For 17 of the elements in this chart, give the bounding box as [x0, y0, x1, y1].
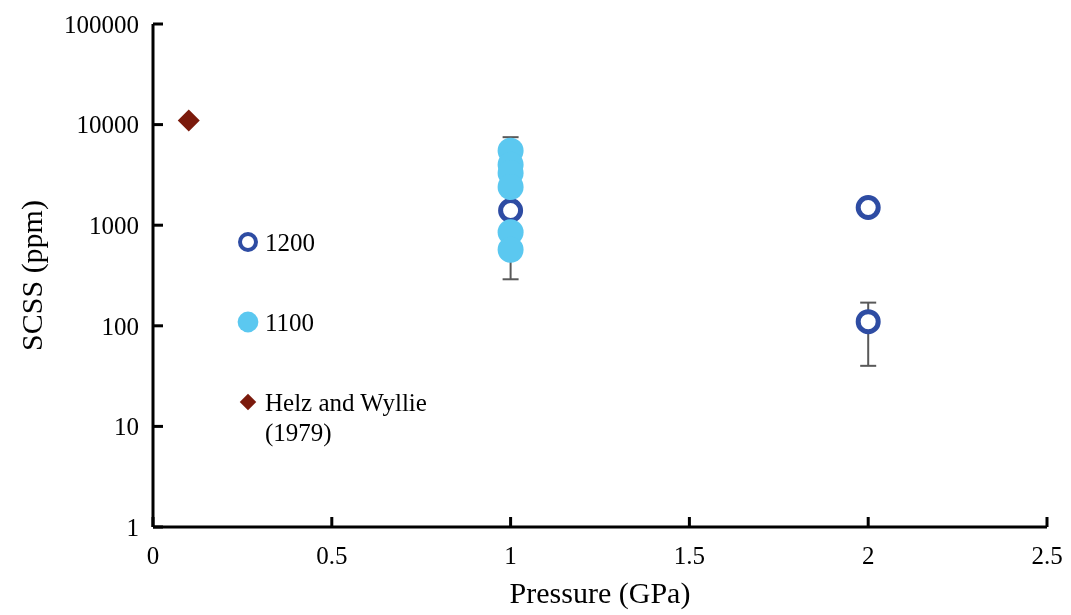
legend-label: 1200 [265, 228, 315, 256]
y-tick-label: 1000 [89, 211, 139, 239]
y-tick-label: 1 [126, 513, 139, 541]
legend-label: 1100 [265, 308, 315, 336]
x-axis-title: Pressure (GPa) [509, 576, 691, 610]
x-tick-label: 2.5 [1031, 542, 1063, 569]
legend-label: Helz and Wyllie (1979) [265, 388, 427, 447]
y-tick-label: 100000 [64, 10, 139, 38]
y-tick-label: 100 [101, 312, 139, 340]
x-tick-label: 1.5 [673, 542, 706, 569]
y-tick-label: 10 [114, 413, 139, 441]
x-tick-label: 0.5 [316, 542, 348, 569]
x-tick-label: 0 [146, 542, 160, 569]
x-tick-label: 2 [861, 542, 875, 569]
y-tick-label: 10000 [76, 111, 139, 139]
x-tick-label: 1 [504, 542, 517, 569]
y-axis-title: SCSS (ppm) [15, 200, 49, 351]
